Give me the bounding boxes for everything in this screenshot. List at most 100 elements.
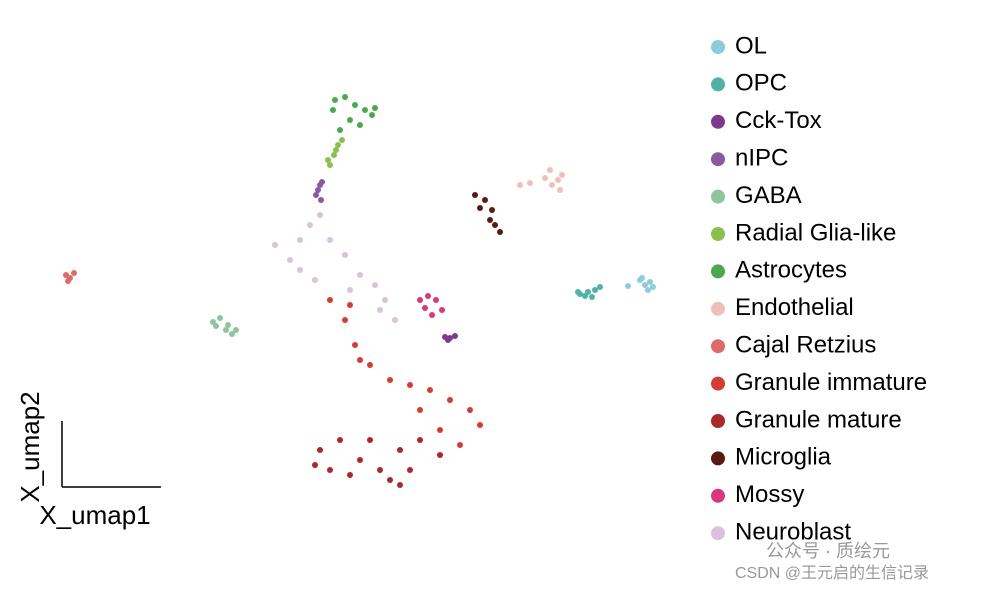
point <box>297 237 303 243</box>
point <box>337 437 343 443</box>
point <box>362 107 368 113</box>
point <box>387 377 393 383</box>
point <box>352 102 358 108</box>
point <box>367 437 373 443</box>
point <box>452 333 458 339</box>
point <box>527 180 533 186</box>
point <box>645 287 651 293</box>
legend-label: Astrocytes <box>735 257 847 284</box>
point <box>225 322 231 328</box>
point <box>352 342 358 348</box>
point <box>335 142 341 148</box>
point <box>647 279 653 285</box>
point <box>342 94 348 100</box>
point <box>597 284 603 290</box>
point <box>319 179 325 185</box>
point <box>337 127 343 133</box>
point <box>542 175 548 181</box>
point <box>437 427 443 433</box>
point <box>342 317 348 323</box>
point <box>312 277 318 283</box>
point <box>330 107 336 113</box>
point <box>559 172 565 178</box>
point <box>307 222 313 228</box>
point <box>549 182 555 188</box>
legend-marker <box>711 451 725 466</box>
x-axis-label: X_umap1 <box>39 500 150 530</box>
legend-label: Cck-Tox <box>735 107 822 134</box>
legend-marker <box>711 40 725 54</box>
point <box>467 407 473 413</box>
point <box>397 482 403 488</box>
point <box>433 297 439 303</box>
point <box>217 315 223 321</box>
legend-marker <box>711 227 725 241</box>
point <box>547 167 553 173</box>
point <box>517 182 523 188</box>
point <box>357 272 363 278</box>
point <box>445 337 451 343</box>
legend-marker <box>711 77 725 92</box>
point <box>372 282 378 288</box>
point <box>642 282 648 288</box>
point <box>287 257 293 263</box>
point <box>555 177 561 183</box>
point <box>297 267 303 273</box>
point <box>422 305 428 311</box>
legend-label: OPC <box>735 70 787 97</box>
point <box>327 297 333 303</box>
point <box>472 192 478 198</box>
point <box>229 331 235 337</box>
point <box>557 187 563 193</box>
legend-marker <box>711 152 725 167</box>
point <box>71 270 77 276</box>
point <box>377 467 383 473</box>
legend-label: Granule immature <box>735 369 927 396</box>
point <box>213 323 219 329</box>
legend-marker <box>711 189 725 204</box>
point <box>347 287 353 293</box>
legend-label: nIPC <box>735 145 788 172</box>
point <box>357 122 363 128</box>
legend-marker <box>711 414 725 428</box>
legend-marker <box>711 526 725 541</box>
legend-marker <box>711 488 725 503</box>
point <box>592 287 598 293</box>
point <box>625 283 631 289</box>
legend-label: Cajal Retzius <box>735 332 876 359</box>
point <box>272 242 278 248</box>
point <box>482 197 488 203</box>
point <box>317 447 323 453</box>
point <box>417 437 423 443</box>
point <box>397 447 403 453</box>
point <box>417 297 423 303</box>
y-axis-label: X_umap2 <box>15 391 45 502</box>
point <box>489 207 495 213</box>
legend-label: Mossy <box>735 481 804 508</box>
legend-label: Endothelial <box>735 294 854 321</box>
point <box>387 477 393 483</box>
point <box>342 252 348 258</box>
point <box>347 472 353 478</box>
legend-label: Granule mature <box>735 406 902 433</box>
point <box>327 237 333 243</box>
point <box>392 317 398 323</box>
point <box>372 105 378 111</box>
point <box>347 302 353 308</box>
legend-label: GABA <box>735 182 802 209</box>
point <box>317 212 323 218</box>
point <box>318 197 324 203</box>
point <box>407 382 413 388</box>
legend-label: Radial Glia-like <box>735 219 896 246</box>
watermark: CSDN @王元启的生信记录 <box>735 564 929 582</box>
point <box>357 457 363 463</box>
point <box>589 294 595 300</box>
point <box>347 117 353 123</box>
point <box>339 137 345 143</box>
legend-label: Microglia <box>735 444 832 471</box>
point <box>315 187 321 193</box>
point <box>223 327 229 333</box>
point <box>357 357 363 363</box>
legend-marker <box>711 301 725 316</box>
